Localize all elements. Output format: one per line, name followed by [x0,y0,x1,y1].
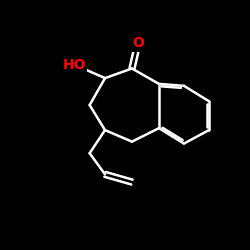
Text: HO: HO [62,58,86,72]
Text: O: O [132,36,144,51]
